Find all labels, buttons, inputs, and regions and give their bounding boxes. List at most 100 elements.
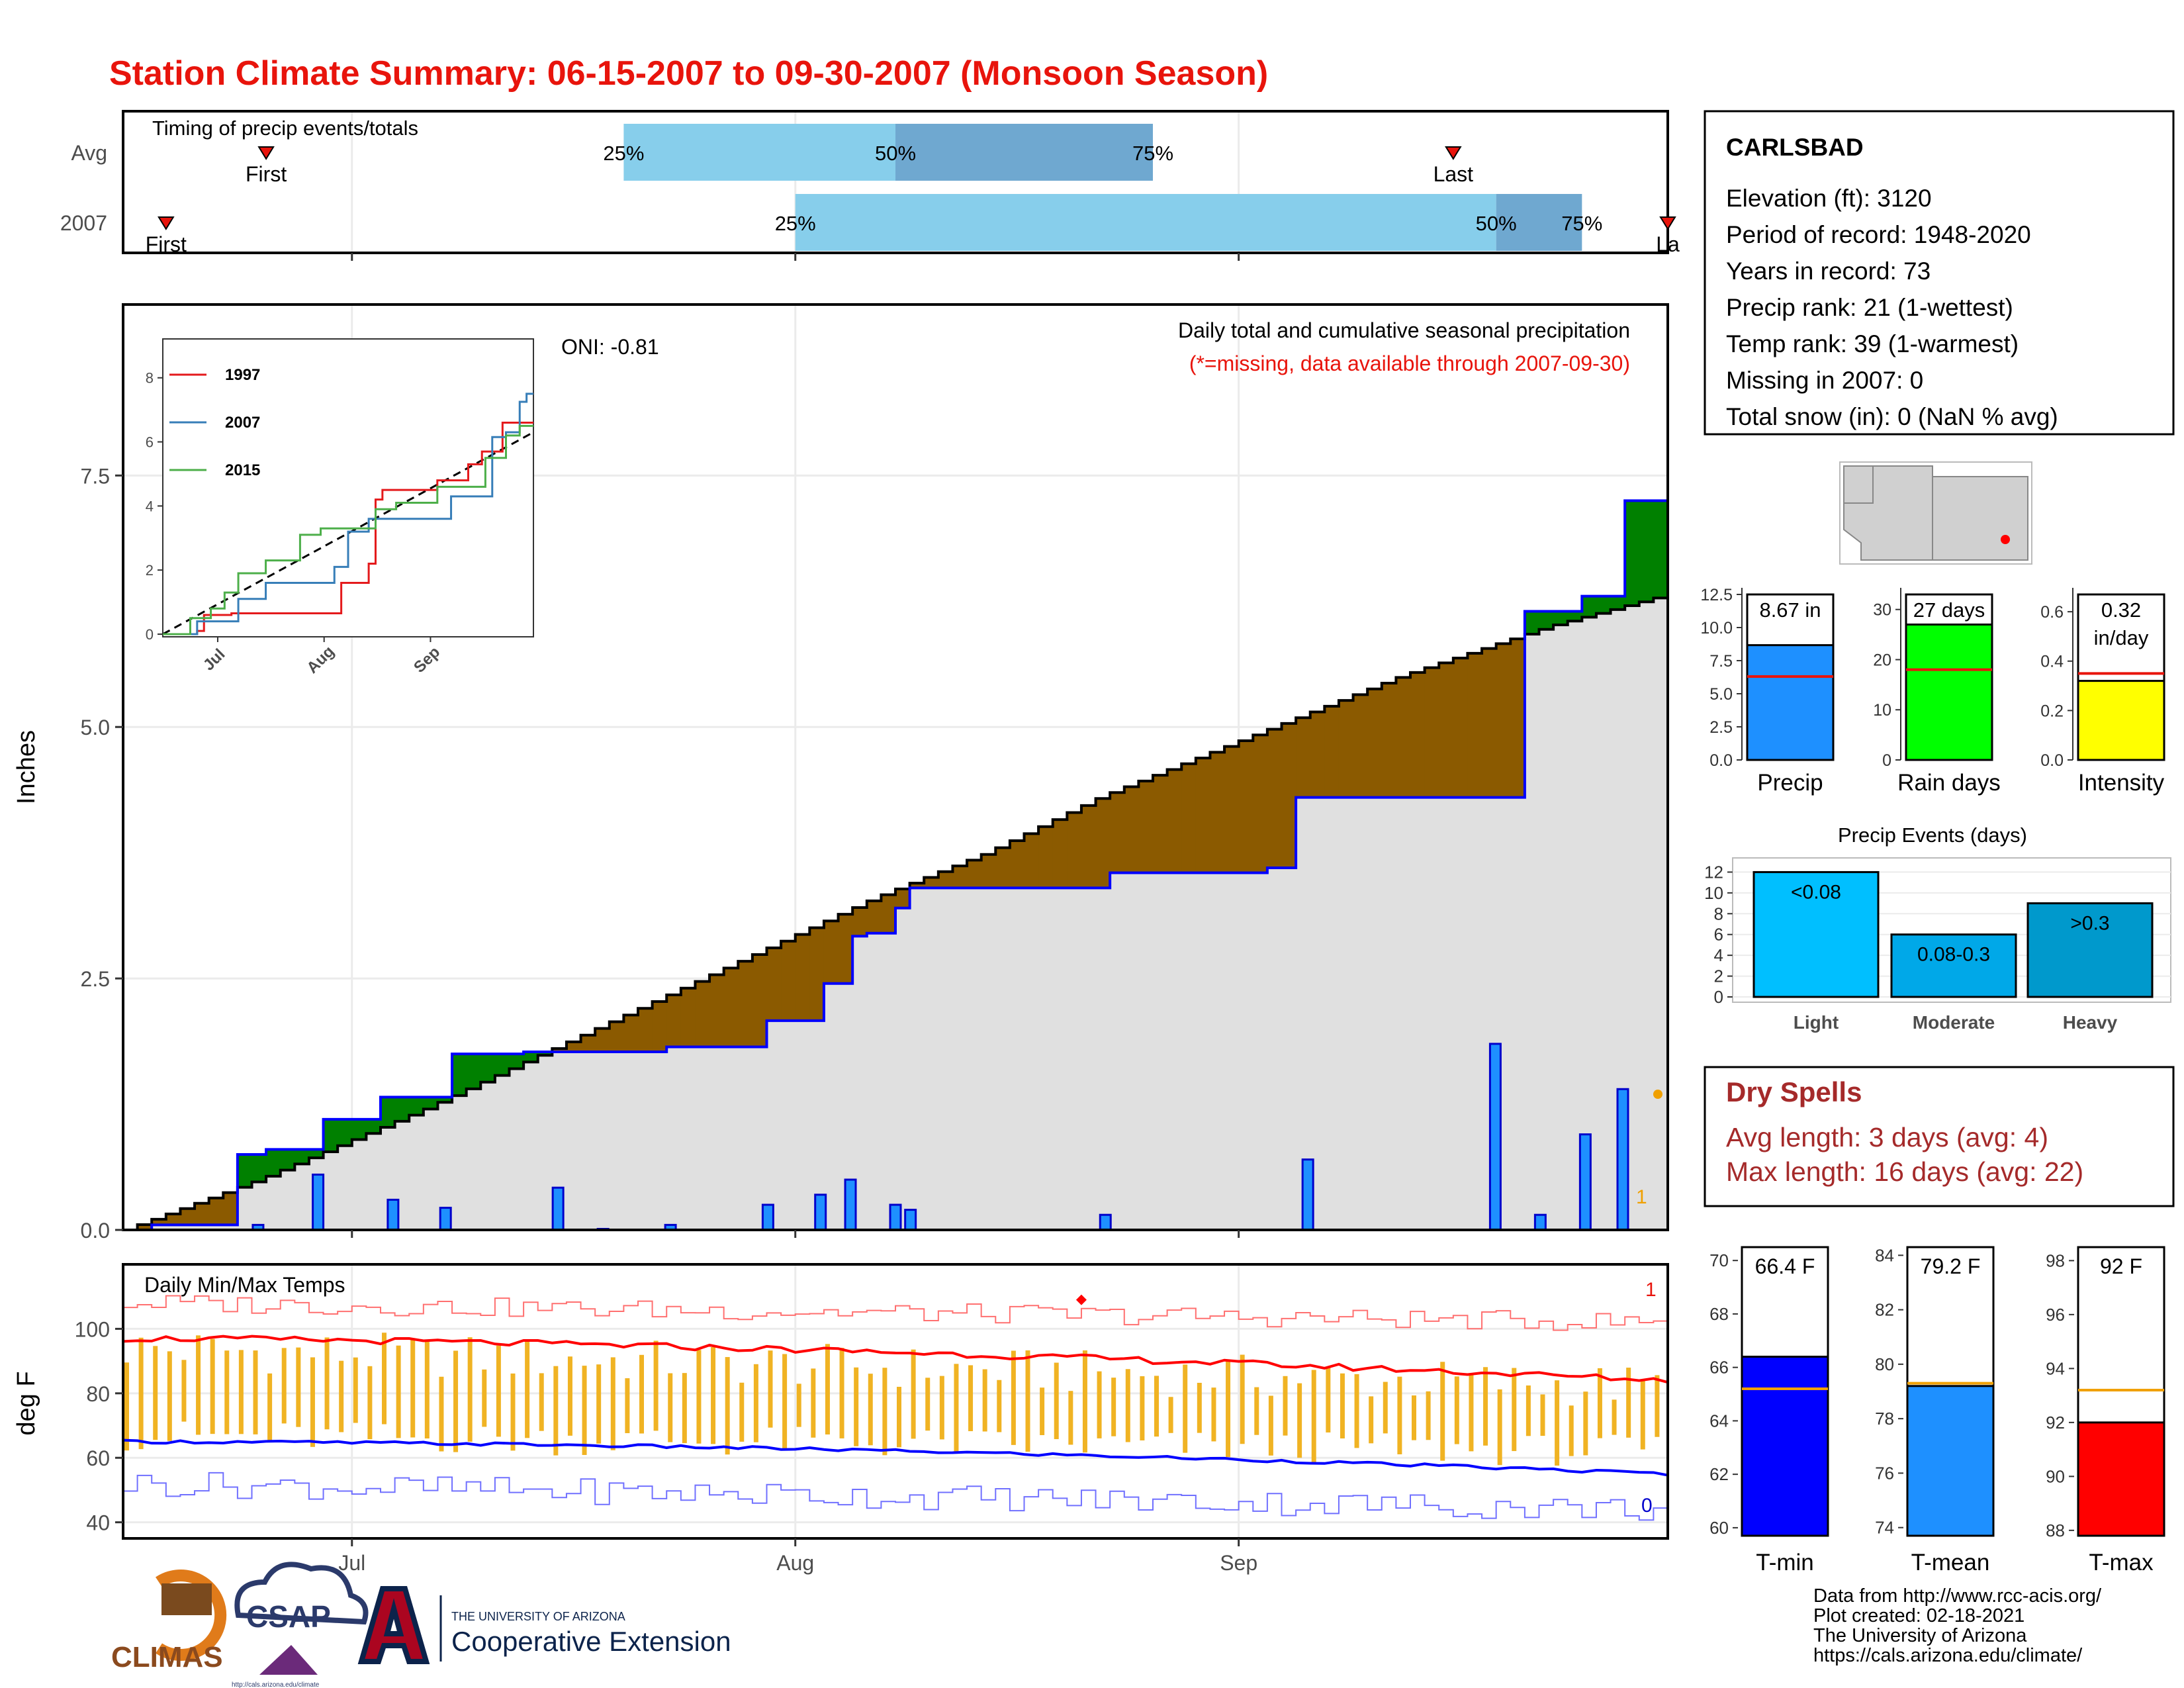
daily-temp-range-bar	[539, 1373, 544, 1431]
deficit-area	[967, 860, 982, 888]
y-tick-label: 5.0	[81, 716, 110, 739]
daily-temp-range-bar	[811, 1368, 816, 1438]
event-bar-label: 0.08-0.3	[1917, 944, 1990, 966]
temp-bar-name: T-max	[2089, 1550, 2154, 1575]
record-low-line	[123, 1472, 1668, 1521]
dry-spells-max: Max length: 16 days (avg: 22)	[1726, 1156, 2083, 1187]
deficit-area	[623, 1015, 639, 1053]
deficit-area	[781, 941, 796, 1021]
surplus-area	[338, 1119, 353, 1146]
quartile-bar-low	[623, 124, 895, 181]
temp-frame	[122, 1263, 1669, 1540]
deficit-area	[1124, 786, 1139, 873]
surplus-area	[1610, 596, 1625, 610]
surplus-area	[351, 1119, 367, 1140]
daily-precip-bar	[1099, 1213, 1112, 1231]
daily-temp-range-bar	[1040, 1387, 1045, 1435]
deficit-area	[952, 866, 968, 888]
daily-temp-range-bar	[868, 1374, 873, 1446]
daily-temp-range-bar	[267, 1373, 273, 1441]
daily-temp-range-bar	[1426, 1391, 1431, 1440]
temp-bar-y-tick-label: 62	[1709, 1464, 1729, 1484]
deficit-area	[1009, 841, 1024, 888]
deficit-area	[1138, 780, 1154, 873]
precip-panel-title: Daily total and cumulative seasonal prec…	[1178, 318, 1630, 342]
deficit-area	[1181, 763, 1197, 873]
temp-bar-y-tick-label: 90	[2046, 1466, 2065, 1486]
daily-temp-range-bar	[525, 1339, 530, 1438]
csap-cloud-icon	[234, 1562, 369, 1625]
surplus-area	[295, 1149, 310, 1164]
daily-precip-bar	[1301, 1158, 1314, 1231]
temp-value-label: 92 F	[2100, 1254, 2142, 1278]
cumulative-2007-line	[123, 499, 1668, 1231]
surplus-area	[1582, 596, 1597, 618]
events-y-tick-label: 2	[1714, 966, 1723, 986]
credit-line: Plot created: 02-18-2021	[1813, 1605, 2025, 1626]
csap-url: http://cals.arizona.edu/climate	[232, 1681, 320, 1688]
temp-bar-y-tick-label: 64	[1709, 1411, 1729, 1430]
summary-y-tick-label: 5.0	[1709, 685, 1733, 704]
daily-temp-range-bar	[353, 1357, 358, 1423]
daily-temp-range-bar	[1525, 1385, 1531, 1436]
deficit-area	[838, 914, 853, 984]
surplus-area	[366, 1119, 381, 1134]
daily-temp-range-bar	[1226, 1361, 1231, 1458]
daily-temp-range-bar	[939, 1376, 944, 1440]
deficit-area	[709, 974, 725, 1047]
deficit-area	[752, 955, 767, 1047]
daily-temp-range-bar	[124, 1362, 129, 1451]
page-title: Station Climate Summary: 06-15-2007 to 0…	[109, 54, 1268, 93]
record-high-marker-icon	[1075, 1294, 1087, 1305]
daily-temp-range-bar	[825, 1344, 830, 1435]
record-high-line	[123, 1295, 1668, 1331]
event-bar-name: Heavy	[2063, 1012, 2118, 1033]
daily-temp-range-bar	[1540, 1394, 1545, 1436]
deficit-area	[580, 1035, 596, 1053]
daily-temp-range-bar	[296, 1347, 301, 1427]
deficit-area	[823, 921, 839, 984]
daily-temp-range-bar	[1626, 1368, 1631, 1438]
events-y-tick-label: 10	[1704, 883, 1723, 903]
info-line: Temp rank: 39 (1-warmest)	[1726, 330, 2019, 357]
deficit-area	[1253, 735, 1268, 873]
summary-bar	[1905, 623, 1993, 761]
daily-temp-range-bar	[553, 1366, 559, 1456]
daily-temp-range-bar	[367, 1366, 373, 1440]
climas-sun-icon	[156, 1570, 227, 1661]
daily-temp-range-bar	[1354, 1374, 1359, 1448]
legend-label: 2015	[225, 461, 260, 479]
daily-temp-range-bar	[925, 1378, 931, 1431]
surplus-area	[437, 1097, 453, 1103]
events-y-tick-label: 8	[1714, 904, 1723, 923]
daily-temp-range-bar	[1640, 1380, 1645, 1450]
surplus-area	[523, 1052, 539, 1062]
surplus-area	[1524, 611, 1539, 634]
daily-precip-bar	[904, 1209, 917, 1231]
daily-precip-bar	[814, 1194, 827, 1231]
temp-bar-y-tick-label: 84	[1875, 1245, 1894, 1265]
deficit-area	[223, 1192, 238, 1225]
deficit-area	[680, 988, 696, 1047]
daily-temp-range-bar	[1583, 1391, 1588, 1456]
deficit-area	[1482, 648, 1497, 798]
daily-temp-range-bar	[768, 1350, 773, 1428]
climas-mesa-icon	[161, 1583, 212, 1615]
summary-value-label: 27 days	[1913, 598, 1985, 622]
events-y-tick-label: 6	[1714, 925, 1723, 945]
daily-precip-bar	[761, 1203, 774, 1231]
timing-event-label: First	[246, 162, 287, 186]
surplus-area	[237, 1154, 252, 1188]
daily-temp-range-bar	[1469, 1374, 1474, 1452]
x-tick-label: Aug	[776, 1551, 814, 1575]
inset-y-tick-label: 2	[146, 562, 154, 579]
record-low-count: 0	[1641, 1495, 1653, 1517]
daily-temp-range-bar	[1569, 1405, 1574, 1456]
deficit-area	[1439, 663, 1454, 798]
surplus-area	[1553, 611, 1569, 626]
events-y-tick-label: 4	[1714, 945, 1723, 965]
climas-logo: CLIMAS	[111, 1570, 227, 1673]
inset-y-tick-label: 0	[146, 626, 154, 643]
quartile-label: 25%	[775, 212, 816, 235]
daily-temp-range-bar	[1111, 1378, 1116, 1436]
